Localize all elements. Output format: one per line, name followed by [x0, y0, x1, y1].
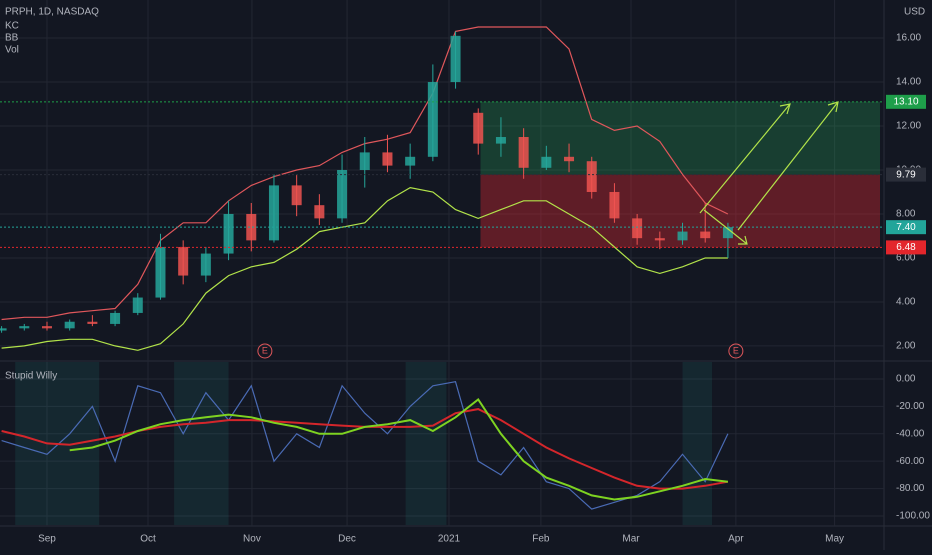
candle-body — [632, 218, 643, 239]
indicator-line — [1, 381, 729, 510]
zone — [405, 362, 447, 525]
candle-body — [19, 326, 30, 329]
y-tick-label: 6.00 — [896, 253, 916, 264]
earnings-label: E — [733, 345, 739, 355]
x-tick-label: May — [825, 534, 844, 545]
candle-body — [586, 161, 597, 192]
candle-body — [41, 326, 52, 329]
y-tick-label: -60.00 — [896, 456, 925, 467]
candle-body — [314, 205, 325, 219]
candle-body — [291, 185, 302, 206]
candle-body — [405, 156, 416, 166]
candle-body — [609, 191, 620, 219]
x-tick-label: Apr — [728, 534, 744, 545]
x-tick-label: Nov — [243, 534, 261, 545]
symbol-title: PRPH, 1D, NASDAQ — [5, 7, 99, 18]
x-tick-label: Dec — [338, 534, 356, 545]
zone — [682, 362, 713, 525]
y-tick-label: 0.00 — [896, 374, 916, 385]
target-zone — [480, 101, 880, 175]
backgrounds — [0, 0, 884, 526]
zone — [174, 362, 229, 525]
x-tick-label: Feb — [532, 534, 550, 545]
indicator-label: KC — [5, 21, 19, 32]
y-tick-label: -80.00 — [896, 483, 925, 494]
price-tag — [886, 240, 926, 255]
y-tick-label: 2.00 — [896, 341, 916, 352]
candle-body — [359, 152, 370, 170]
indicator-title: Stupid Willy — [5, 371, 57, 382]
currency: USD — [904, 7, 925, 18]
x-tick-label: Oct — [140, 534, 156, 545]
candle-body — [541, 156, 552, 168]
candle-body — [495, 137, 506, 144]
marks: 2.004.006.008.0010.0012.0014.0016.000.00… — [0, 26, 930, 545]
candle-body — [722, 227, 733, 239]
candle-body — [654, 238, 665, 241]
price-tag — [886, 94, 926, 109]
indicator-label: Vol — [5, 45, 19, 56]
candle-body — [200, 253, 211, 276]
candle-body — [155, 246, 166, 298]
earnings-marker — [728, 343, 744, 359]
price-tag — [886, 220, 926, 235]
candle-body — [450, 35, 461, 83]
candle-body — [518, 137, 529, 168]
band-line — [1, 186, 728, 351]
x-tick-label: 2021 — [438, 534, 461, 545]
y-tick-label: -100.00 — [896, 511, 930, 522]
candle-body — [677, 231, 688, 241]
y-tick-label: 4.00 — [896, 297, 916, 308]
candle-body — [223, 213, 234, 254]
y-tick-label: 16.00 — [896, 33, 921, 44]
y-tick-label: -40.00 — [896, 428, 925, 439]
candle-body — [246, 213, 257, 241]
candle-body — [427, 82, 438, 157]
arrows — [699, 101, 839, 245]
candle-body — [64, 321, 75, 329]
earnings-marker — [257, 343, 273, 359]
candle-body — [700, 231, 711, 239]
candle-body — [0, 328, 7, 331]
candle-body — [564, 156, 575, 162]
candle-body — [382, 152, 393, 166]
candle-body — [87, 321, 98, 324]
candle-body — [337, 169, 348, 219]
y-tick-label: 8.00 — [896, 209, 916, 220]
candle-body — [473, 112, 484, 144]
y-tick-label: 14.00 — [896, 77, 921, 88]
indicator-line — [69, 398, 729, 501]
x-tick-label: Sep — [38, 534, 56, 545]
price-tag-label: 13.10 — [893, 96, 918, 107]
price-tag — [886, 167, 926, 182]
candle-body — [110, 312, 121, 324]
y-tick-label: -20.00 — [896, 401, 925, 412]
candle-body — [178, 246, 189, 276]
y-tick-label: 12.00 — [896, 121, 921, 132]
price-tag-label: 7.40 — [896, 222, 916, 233]
price-tag-label: 6.48 — [896, 242, 916, 253]
price-tag-label: 9.79 — [896, 169, 916, 180]
earnings-label: E — [262, 345, 268, 355]
candle-body — [132, 297, 143, 313]
candle-body — [268, 185, 279, 241]
indicator-label: BB — [5, 33, 19, 44]
x-tick-label: Mar — [622, 534, 640, 545]
